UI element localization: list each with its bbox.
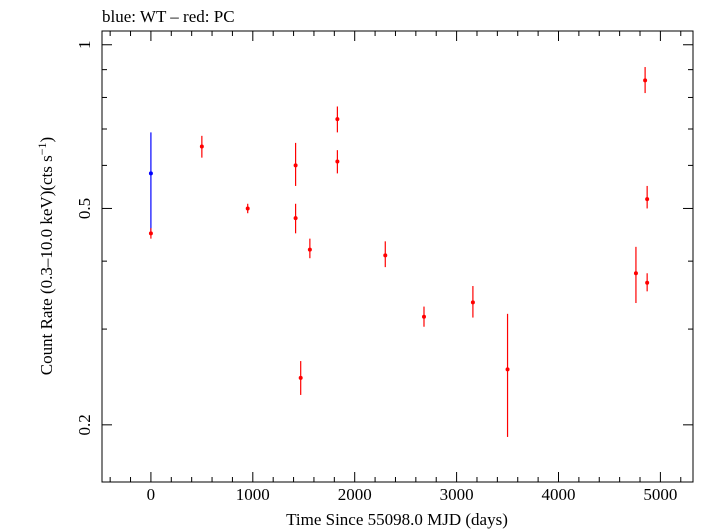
y-axis-label: Count Rate (0.3–10.0 keV)(cts s−1) — [35, 137, 56, 375]
y-tick-label: 0.2 — [75, 414, 94, 435]
x-tick-label: 5000 — [643, 485, 677, 504]
data-point — [633, 271, 638, 276]
data-point — [335, 117, 340, 122]
data-point — [298, 375, 303, 380]
series-pc — [148, 67, 650, 437]
data-point — [199, 144, 204, 149]
data-marks — [148, 67, 650, 437]
data-point — [245, 206, 250, 211]
chart-title: blue: WT – red: PC — [102, 7, 235, 26]
y-tick-label: 0.5 — [75, 198, 94, 219]
data-point — [643, 78, 648, 83]
y-tick-label: 1 — [75, 41, 94, 50]
data-point — [645, 197, 650, 202]
y-axis-label-sup: −1 — [35, 142, 49, 155]
data-point — [383, 253, 388, 258]
x-tick-label: 0 — [147, 485, 156, 504]
data-point — [148, 231, 153, 236]
data-point — [335, 159, 340, 164]
data-point — [645, 280, 650, 285]
data-point — [421, 314, 426, 319]
data-point — [293, 163, 298, 168]
data-point — [307, 247, 312, 252]
x-tick-label: 4000 — [541, 485, 575, 504]
y-axis-label-main: Count Rate (0.3–10.0 keV)(cts s — [37, 155, 56, 375]
x-tick-label: 2000 — [338, 485, 372, 504]
x-tick-label: 1000 — [236, 485, 270, 504]
x-tick-label: 3000 — [440, 485, 474, 504]
axis-ticks: 0 1000 2000 3000 4000 5000 0.2 0.5 1 — [75, 31, 693, 504]
data-point — [148, 171, 153, 176]
x-axis-label: Time Since 55098.0 MJD (days) — [286, 510, 508, 529]
data-point — [293, 216, 298, 221]
data-point — [470, 300, 475, 305]
data-point — [505, 367, 510, 372]
plot-frame — [101, 30, 694, 483]
series-wt — [148, 132, 153, 234]
y-axis-label-close: ) — [37, 137, 56, 143]
